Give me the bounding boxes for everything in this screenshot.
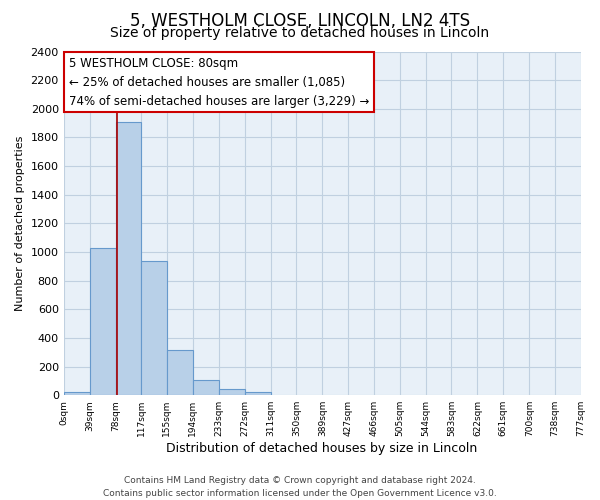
- Text: 5 WESTHOLM CLOSE: 80sqm
← 25% of detached houses are smaller (1,085)
74% of semi: 5 WESTHOLM CLOSE: 80sqm ← 25% of detache…: [69, 56, 369, 108]
- Text: 5, WESTHOLM CLOSE, LINCOLN, LN2 4TS: 5, WESTHOLM CLOSE, LINCOLN, LN2 4TS: [130, 12, 470, 30]
- Bar: [245, 392, 271, 395]
- Y-axis label: Number of detached properties: Number of detached properties: [15, 136, 25, 311]
- Bar: [218, 389, 245, 395]
- X-axis label: Distribution of detached houses by size in Lincoln: Distribution of detached houses by size …: [166, 442, 478, 455]
- Bar: [89, 248, 116, 395]
- Bar: [116, 122, 142, 395]
- Bar: [193, 380, 218, 395]
- Bar: [142, 262, 167, 395]
- Bar: [167, 350, 193, 395]
- Bar: [64, 392, 89, 395]
- Text: Size of property relative to detached houses in Lincoln: Size of property relative to detached ho…: [110, 26, 490, 40]
- Text: Contains HM Land Registry data © Crown copyright and database right 2024.
Contai: Contains HM Land Registry data © Crown c…: [103, 476, 497, 498]
